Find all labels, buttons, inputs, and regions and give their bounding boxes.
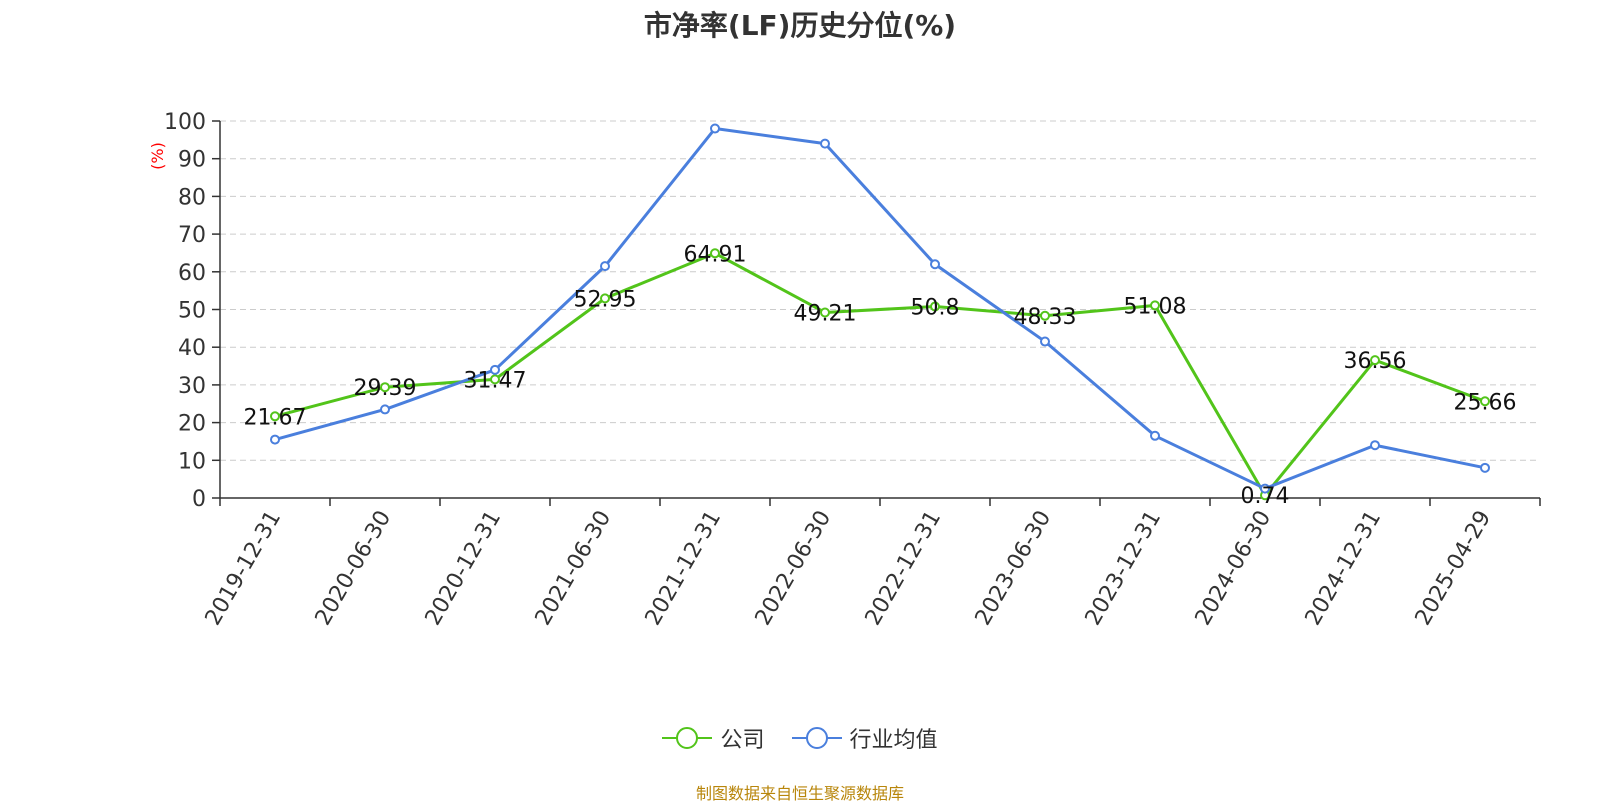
y-tick-label: 80 [178, 185, 206, 210]
y-tick-label: 40 [178, 336, 206, 361]
x-tick-label: 2020-12-31 [421, 507, 507, 630]
legend-label-industry: 行业均值 [849, 728, 938, 753]
series-line-industry [274, 127, 1486, 491]
data-label: 25.66 [1454, 390, 1517, 415]
x-tick-label: 2025-04-29 [1411, 507, 1497, 630]
legend-item-industry[interactable]: 行业均值 [791, 722, 938, 754]
data-point-company [710, 248, 720, 259]
data-point-company [1040, 310, 1050, 321]
y-tick-label: 10 [178, 449, 206, 474]
data-point-company [820, 307, 830, 318]
legend-item-company[interactable]: 公司 [662, 722, 765, 754]
data-label: 48.33 [1014, 305, 1077, 330]
series-line-company [274, 251, 1486, 497]
x-tick-label: 2023-12-31 [1081, 507, 1167, 630]
x-tick-label: 2021-12-31 [641, 507, 727, 630]
data-point-company [1370, 355, 1380, 366]
data-point-company [600, 293, 610, 304]
data-label: 36.56 [1344, 349, 1407, 374]
y-tick-label: 70 [178, 223, 206, 248]
data-point-company [270, 411, 280, 422]
chart-title: 市净率(LF)历史分位(%) [643, 9, 957, 42]
data-point-industry [1260, 483, 1270, 494]
data-label: 52.95 [574, 287, 637, 312]
y-tick-label: 50 [178, 299, 206, 324]
y-tick-label: 60 [178, 261, 206, 286]
data-label: 31.47 [464, 368, 527, 393]
data-label: 21.67 [244, 405, 307, 430]
y-tick-label: 0 [192, 487, 206, 512]
y-tick-label: 100 [164, 110, 206, 135]
legend-marker-industry [791, 727, 842, 749]
data-label: 49.21 [794, 301, 857, 326]
y-tick-label: 90 [178, 148, 206, 173]
data-point-industry [930, 259, 940, 270]
legend-label-company: 公司 [720, 728, 765, 753]
data-label: 64.91 [684, 242, 747, 267]
data-label: 0.74 [1241, 484, 1290, 509]
data-label: 29.39 [354, 376, 417, 401]
x-tick-label: 2020-06-30 [311, 507, 397, 630]
x-tick-label: 2022-06-30 [751, 507, 837, 630]
legend-marker-company [662, 727, 713, 749]
data-point-company [930, 301, 940, 312]
data-point-industry [1480, 462, 1490, 473]
x-tick-label: 2019-12-31 [201, 507, 287, 630]
data-label: 51.08 [1124, 294, 1187, 319]
data-point-industry [490, 364, 500, 375]
data-point-company [1480, 396, 1490, 407]
data-label: 50.8 [911, 295, 960, 320]
source-note: 制图数据来自恒生聚源数据库 [695, 784, 904, 803]
data-point-industry [600, 261, 610, 272]
x-tick-label: 2024-12-31 [1301, 507, 1387, 630]
legend: 公司 行业均值 [0, 722, 1600, 756]
data-point-company [490, 374, 500, 385]
data-point-industry [1150, 430, 1160, 441]
data-point-industry [1040, 336, 1050, 347]
y-tick-label: 30 [178, 374, 206, 399]
data-point-industry [1370, 440, 1380, 451]
x-tick-label: 2022-12-31 [861, 507, 947, 630]
y-axis-label: (%) [148, 142, 167, 170]
x-tick-label: 2023-06-30 [971, 507, 1057, 630]
x-tick-label: 2024-06-30 [1191, 507, 1277, 630]
data-point-industry [710, 123, 720, 134]
x-tick-label: 2021-06-30 [531, 507, 617, 630]
y-tick-label: 20 [178, 412, 206, 437]
data-point-industry [380, 404, 390, 415]
data-point-industry [820, 138, 830, 149]
data-point-company [1150, 300, 1160, 311]
data-point-industry [270, 434, 280, 445]
data-point-company [380, 382, 390, 393]
